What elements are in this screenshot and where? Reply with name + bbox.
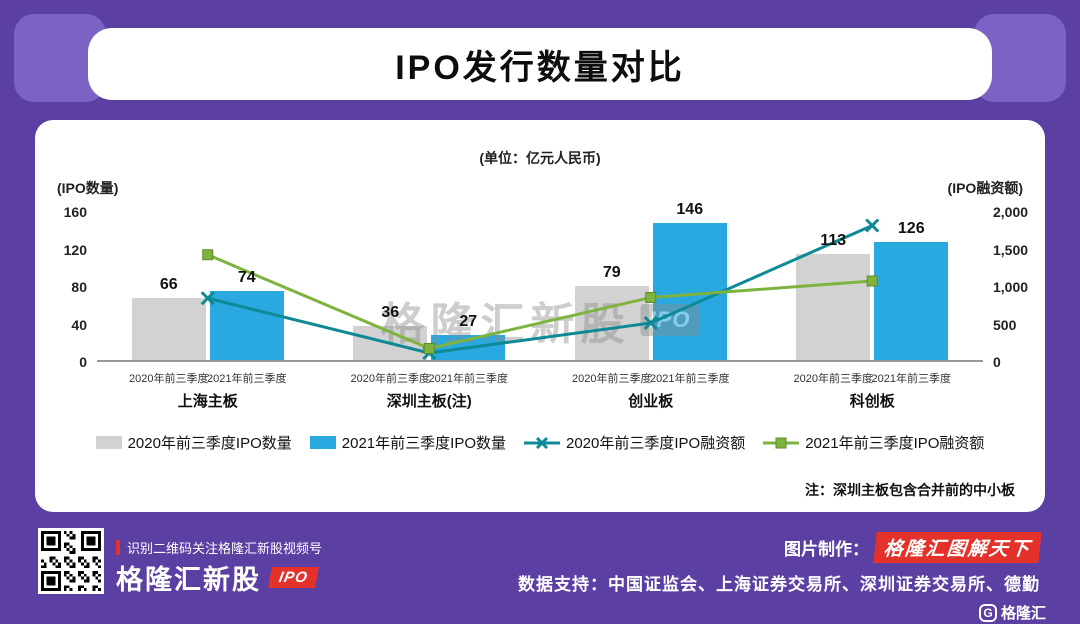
qr-caption-text: 识别二维码关注格隆汇新股视频号 xyxy=(127,541,323,556)
left-axis-caption: (IPO数量) xyxy=(57,180,119,196)
x-axis-tick: 2020年前三季度 xyxy=(129,373,209,385)
x-marker xyxy=(535,436,549,449)
left-axis-tick: 80 xyxy=(71,279,87,295)
qr-code xyxy=(38,528,104,594)
legend-label: 2021年前三季度IPO融资额 xyxy=(805,435,985,452)
legend-item: 2020年前三季度IPO数量 xyxy=(95,432,292,453)
legend-label: 2020年前三季度IPO数量 xyxy=(127,435,292,452)
qr-code-pattern xyxy=(41,531,101,591)
bar-2020年前三季度IPO数量 xyxy=(131,298,206,360)
legend-line-sample xyxy=(763,437,800,448)
legend-item: 2020年前三季度IPO融资额 xyxy=(524,432,745,453)
red-divider xyxy=(116,540,120,555)
brand-text: 格隆汇新股 xyxy=(116,565,261,595)
right-axis-caption: (IPO融资额) xyxy=(947,180,1023,196)
bar-2021年前三季度IPO数量 xyxy=(209,290,284,360)
data-support-line: 数据支持：中国证监会、上海证券交易所、深圳证券交易所、德勤 xyxy=(518,575,1040,594)
legend-line-sample xyxy=(524,436,560,449)
category-label: 上海主板 xyxy=(177,393,238,410)
left-axis-tick: 120 xyxy=(63,241,87,258)
legend-item: 2021年前三季度IPO数量 xyxy=(309,432,506,453)
g-logo-icon: G xyxy=(978,603,997,622)
x-axis-tick: 2021年前三季度 xyxy=(871,373,951,385)
qr-caption: 识别二维码关注格隆汇新股视频号 xyxy=(116,538,322,557)
title-banner: IPO发行数量对比 xyxy=(88,28,992,100)
category-label: 深圳主板(注) xyxy=(386,393,472,410)
brand-ipo-badge: IPO xyxy=(268,567,319,588)
left-axis-tick: 160 xyxy=(63,204,87,220)
bar-value-label: 66 xyxy=(159,276,178,294)
footnote: 注：深圳主板包含合并前的中小板 xyxy=(805,482,1015,498)
category-label: 创业板 xyxy=(628,393,674,410)
x-axis-tick: 2021年前三季度 xyxy=(650,373,730,385)
bar-value-label: 36 xyxy=(381,304,400,322)
credit-line: 图片制作： 格隆汇图解天下 xyxy=(783,532,1042,563)
x-axis-tick: 2021年前三季度 xyxy=(207,373,287,385)
square-marker xyxy=(202,249,214,261)
right-axis-tick: 2,000 xyxy=(993,204,1029,220)
left-axis-tick: 40 xyxy=(71,316,87,333)
brand: 格隆汇新股 IPO xyxy=(116,558,319,597)
bar-value-label: 27 xyxy=(459,312,478,330)
financing-line xyxy=(207,224,873,355)
legend-swatch xyxy=(95,436,122,449)
legend: 2020年前三季度IPO数量 2021年前三季度IPO数量 2020年前三季度IPO… xyxy=(35,432,1045,453)
bar-2020年前三季度IPO数量 xyxy=(353,326,428,360)
bar-value-label: 113 xyxy=(820,232,847,250)
bar-value-label: 146 xyxy=(676,201,704,219)
bar-2021年前三季度IPO数量 xyxy=(874,241,949,360)
category-label: 科创板 xyxy=(849,393,895,410)
financing-line xyxy=(207,253,873,350)
bar-2020年前三季度IPO数量 xyxy=(574,285,649,360)
logo-text: 格隆汇 xyxy=(1000,605,1046,622)
bar-2021年前三季度IPO数量 xyxy=(431,334,506,360)
x-axis-tick: 2021年前三季度 xyxy=(428,373,508,385)
page-title: IPO发行数量对比 xyxy=(395,48,685,87)
left-axis-tick: 0 xyxy=(79,354,87,370)
bar-value-label: 74 xyxy=(237,268,256,286)
footer: 识别二维码关注格隆汇新股视频号 格隆汇新股 IPO 图片制作： 格隆汇图解天下 … xyxy=(0,512,1080,624)
legend-item: 2021年前三季度IPO融资额 xyxy=(763,432,984,453)
square-marker xyxy=(775,437,787,448)
x-axis-tick: 2020年前三季度 xyxy=(572,373,652,385)
x-axis-tick: 2020年前三季度 xyxy=(350,373,430,385)
chart-panel: (单位：亿元人民币) (IPO数量) (IPO融资额) 0 40 80 120 160 0… xyxy=(35,120,1045,512)
bar-2020年前三季度IPO数量 xyxy=(796,254,871,360)
right-axis-tick: 500 xyxy=(993,316,1017,333)
plot-area: 0 40 80 120 160 0 500 1,000 1,500 2,000 66 2020年前三季… xyxy=(64,201,1028,410)
right-axis-tick: 0 xyxy=(993,354,1001,370)
bar-value-label: 126 xyxy=(897,219,925,237)
bar-value-label: 79 xyxy=(602,263,621,281)
right-axis-tick: 1,500 xyxy=(993,241,1029,258)
bar-2021年前三季度IPO数量 xyxy=(652,223,727,360)
legend-swatch xyxy=(309,436,336,449)
legend-label: 2021年前三季度IPO数量 xyxy=(341,435,506,452)
credit-label: 图片制作： xyxy=(783,540,869,559)
unit-label: (单位：亿元人民币) xyxy=(479,150,601,166)
right-axis-tick: 1,000 xyxy=(993,279,1029,295)
legend-label: 2020年前三季度IPO融资额 xyxy=(566,435,746,452)
credit-brand-badge: 格隆汇图解天下 xyxy=(873,532,1042,563)
x-axis-tick: 2020年前三季度 xyxy=(793,373,873,385)
gelonghui-logo: G 格隆汇 xyxy=(978,602,1046,623)
